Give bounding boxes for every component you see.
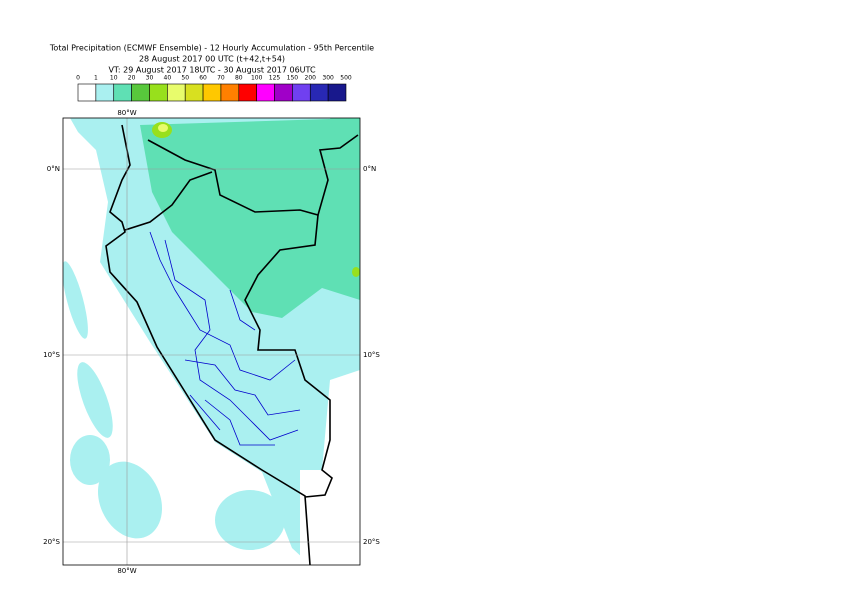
colorbar-label: 10 [110,75,118,82]
latitude-label: 0°N [47,165,60,173]
colorbar-box [113,83,132,102]
colorbar-label: 40 [164,75,172,82]
latitude-label: 20°S [43,538,60,546]
colorbar: 0 1 10 20 30 40 50 60 70 80 100 125 150 200 300 500 [76,75,352,102]
region-borders [149,231,301,446]
precip-high [352,267,360,277]
colorbar-box [309,83,329,102]
title-line: 28 August 2017 00 UTC (t+42,t+54) [139,55,285,64]
colorbar-label: 150 [287,75,299,82]
latitude-label: 10°S [363,351,380,359]
colorbar-box [95,83,115,102]
colorbar-box [149,83,168,102]
colorbar-label: 50 [181,75,189,82]
graticule [63,118,360,565]
colorbar-box [167,83,186,102]
colorbar-label: 30 [146,75,154,82]
colorbar-label: 125 [269,75,281,82]
colorbar-box [274,83,293,102]
longitude-label: 80°W [117,109,136,117]
colorbar-box [77,83,97,102]
colorbar-label: 80 [235,75,243,82]
latitude-label: 0°N [363,165,376,173]
colorbar-label: 200 [305,75,317,82]
colorbar-box [220,83,240,102]
colorbar-box [131,83,150,102]
country-borders [105,124,359,565]
latitude-label: 20°S [363,538,380,546]
colorbar-label: 300 [322,75,334,82]
dry-area [300,470,360,565]
title-line: Total Precipitation (ECMWF Ensemble) - 1… [49,44,374,53]
longitude-label: 80°W [117,567,136,575]
colorbar-label: 0 [76,75,80,82]
map [63,118,360,565]
colorbar-label: 1 [94,75,98,82]
colorbar-box [256,83,275,102]
map-frame [62,117,361,566]
colorbar-label: 500 [340,75,352,82]
precip-moderate [140,118,360,318]
colorbar-box [184,83,204,102]
latitude-label: 10°S [43,351,60,359]
precip-high [158,124,168,132]
colorbar-box [292,83,311,102]
colorbar-label: 70 [217,75,225,82]
colorbar-box [327,83,347,102]
colorbar-label: 100 [251,75,263,82]
colorbar-box [202,83,222,102]
title-line: VT: 29 August 2017 18UTC - 30 August 201… [108,66,316,75]
colorbar-label: 60 [199,75,207,82]
colorbar-box [238,83,257,102]
colorbar-label: 20 [128,75,136,82]
